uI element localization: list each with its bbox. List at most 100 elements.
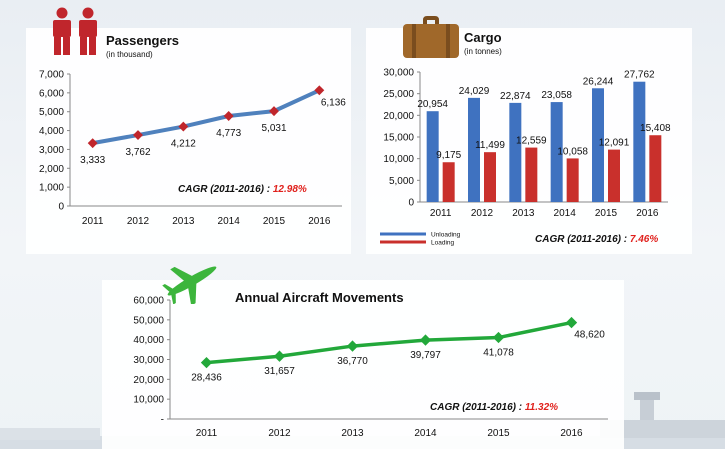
cargo-data-label-unloading: 20,954 <box>417 99 448 110</box>
passengers-series-line <box>92 88 321 146</box>
cargo-data-label-unloading: 26,244 <box>583 76 614 87</box>
cargo-y-tick-label: 30,000 <box>383 68 414 79</box>
passengers-data-label: 4,773 <box>216 128 241 139</box>
aircraft-data-label: 31,657 <box>264 366 295 377</box>
passengers-cagr-value: 12.98% <box>272 184 307 195</box>
passengers-title: Passengers <box>106 33 179 48</box>
aircraft-chart: - 10,000 20,000 30,000 40,000 50,000 60,000 201… <box>133 296 608 439</box>
aircraft-cagr-value: 11.32% <box>524 402 559 413</box>
cargo-x-tick-label: 2014 <box>554 208 577 219</box>
passengers-x-tick-label: 2013 <box>172 216 195 227</box>
aircraft-y-tick-label: 40,000 <box>133 335 164 346</box>
passengers-x-tick-label: 2014 <box>218 216 241 227</box>
aircraft-data-label: 41,078 <box>483 348 514 359</box>
aircraft-data-label: 48,620 <box>574 330 605 341</box>
cargo-bar-loading <box>442 162 455 202</box>
passengers-chart: 0 1,000 2,000 3,000 4,000 5,000 6,000 7,000 2011… <box>39 70 346 228</box>
passengers-data-label: 3,762 <box>125 147 150 158</box>
aircraft-title: Annual Aircraft Movements <box>235 290 404 305</box>
cargo-x-tick-label: 2012 <box>471 208 494 219</box>
aircraft-y-tick-label: 30,000 <box>133 355 164 366</box>
cargo-cagr-value: 7.46% <box>629 234 659 245</box>
people-icon <box>53 7 97 55</box>
cargo-data-label-unloading: 24,029 <box>459 86 490 97</box>
passengers-data-label: 3,333 <box>80 155 105 166</box>
cargo-data-label-loading: 11,499 <box>475 140 505 151</box>
passengers-data-point <box>133 130 143 141</box>
aircraft-x-tick-label: 2012 <box>268 428 291 439</box>
passengers-data-point <box>223 111 234 121</box>
cargo-y-tick-label: 5,000 <box>389 176 414 187</box>
aircraft-x-tick-label: 2014 <box>414 428 437 439</box>
cargo-y-tick-label: 15,000 <box>383 133 414 144</box>
aircraft-y-tick-label: - <box>161 415 164 426</box>
cargo-x-tick-label: 2016 <box>636 208 659 219</box>
cargo-bar-loading <box>525 147 538 202</box>
aircraft-panel <box>102 280 624 449</box>
cargo-bar-unloading <box>468 97 480 202</box>
passengers-cagr-label: CAGR (2011-2016) : <box>178 184 273 195</box>
passengers-panel <box>26 28 351 254</box>
aircraft-y-tick-label: 50,000 <box>133 315 164 326</box>
cargo-data-label-loading: 15,408 <box>640 123 671 134</box>
cargo-bar-unloading <box>592 88 604 202</box>
aircraft-x-tick-label: 2016 <box>560 428 583 439</box>
passengers-x-tick-label: 2011 <box>82 216 104 227</box>
aircraft-data-point <box>346 340 359 352</box>
cargo-data-label-loading: 10,058 <box>557 146 588 157</box>
passengers-y-tick-label: 4,000 <box>39 126 64 137</box>
aircraft-x-tick-label: 2011 <box>196 428 218 439</box>
suitcase-icon <box>403 16 459 58</box>
aircraft-series-line <box>206 320 572 365</box>
passengers-y-tick-label: 5,000 <box>39 107 64 118</box>
passengers-y-tick-label: 6,000 <box>39 88 64 99</box>
passengers-y-tick-label: 3,000 <box>39 145 64 156</box>
aircraft-data-label: 39,797 <box>410 350 441 361</box>
cargo-x-tick-label: 2013 <box>512 208 535 219</box>
cargo-title: Cargo <box>464 30 502 45</box>
cargo-x-tick-label: 2011 <box>430 208 452 219</box>
cargo-x-tick-label: 2015 <box>595 208 618 219</box>
aircraft-data-point <box>273 350 286 362</box>
cargo-y-tick-label: 25,000 <box>383 89 414 100</box>
passengers-x-tick-label: 2012 <box>127 216 150 227</box>
cargo-data-label-unloading: 27,762 <box>624 70 655 81</box>
passengers-cagr: CAGR (2011-2016) : 12.98% <box>178 184 307 195</box>
passengers-data-label: 6,136 <box>321 97 346 108</box>
aircraft-data-point <box>200 356 213 369</box>
cargo-data-label-unloading: 23,058 <box>541 90 572 101</box>
cargo-bar-loading <box>608 149 620 202</box>
passengers-x-tick-label: 2015 <box>263 216 286 227</box>
cargo-chart: 0 5,000 10,000 15,000 20,000 25,000 30,000 2011… <box>380 68 671 247</box>
cargo-cagr: CAGR (2011-2016) : 7.46% <box>535 234 658 245</box>
aircraft-data-label: 36,770 <box>337 356 368 367</box>
cargo-cagr-label: CAGR (2011-2016) : <box>535 234 630 245</box>
passengers-y-tick-label: 1,000 <box>39 183 64 194</box>
cargo-legend-label-unloading: Unloading <box>431 232 461 239</box>
cargo-data-label-loading: 12,091 <box>599 138 630 149</box>
cargo-bar-unloading <box>509 102 522 202</box>
aircraft-data-label: 28,436 <box>191 373 222 384</box>
passengers-data-label: 5,031 <box>261 123 286 134</box>
cargo-data-label-loading: 12,559 <box>516 136 547 147</box>
aircraft-cagr: CAGR (2011-2016) : 11.32% <box>430 402 558 413</box>
aircraft-y-tick-label: 10,000 <box>133 395 164 406</box>
cargo-data-label-loading: 9,175 <box>436 150 461 161</box>
aircraft-data-point <box>419 334 432 346</box>
cargo-bar-unloading <box>633 81 646 202</box>
cargo-subtitle: (in tonnes) <box>464 47 502 56</box>
passengers-data-label: 4,212 <box>171 139 196 150</box>
passengers-y-tick-label: 0 <box>58 202 64 213</box>
cargo-y-tick-label: 10,000 <box>383 154 414 165</box>
cargo-bar-loading <box>566 158 579 202</box>
aircraft-y-tick-label: 60,000 <box>133 296 164 307</box>
airplane-icon <box>162 266 217 304</box>
cargo-legend-label-loading: Loading <box>431 240 455 247</box>
passengers-y-tick-label: 2,000 <box>39 164 64 175</box>
cargo-bar-unloading <box>426 111 439 202</box>
passengers-data-point <box>87 138 98 149</box>
aircraft-x-tick-label: 2015 <box>487 428 510 439</box>
aircraft-y-tick-label: 20,000 <box>133 375 164 386</box>
aircraft-data-point <box>492 331 505 344</box>
cargo-y-tick-label: 20,000 <box>383 111 414 122</box>
